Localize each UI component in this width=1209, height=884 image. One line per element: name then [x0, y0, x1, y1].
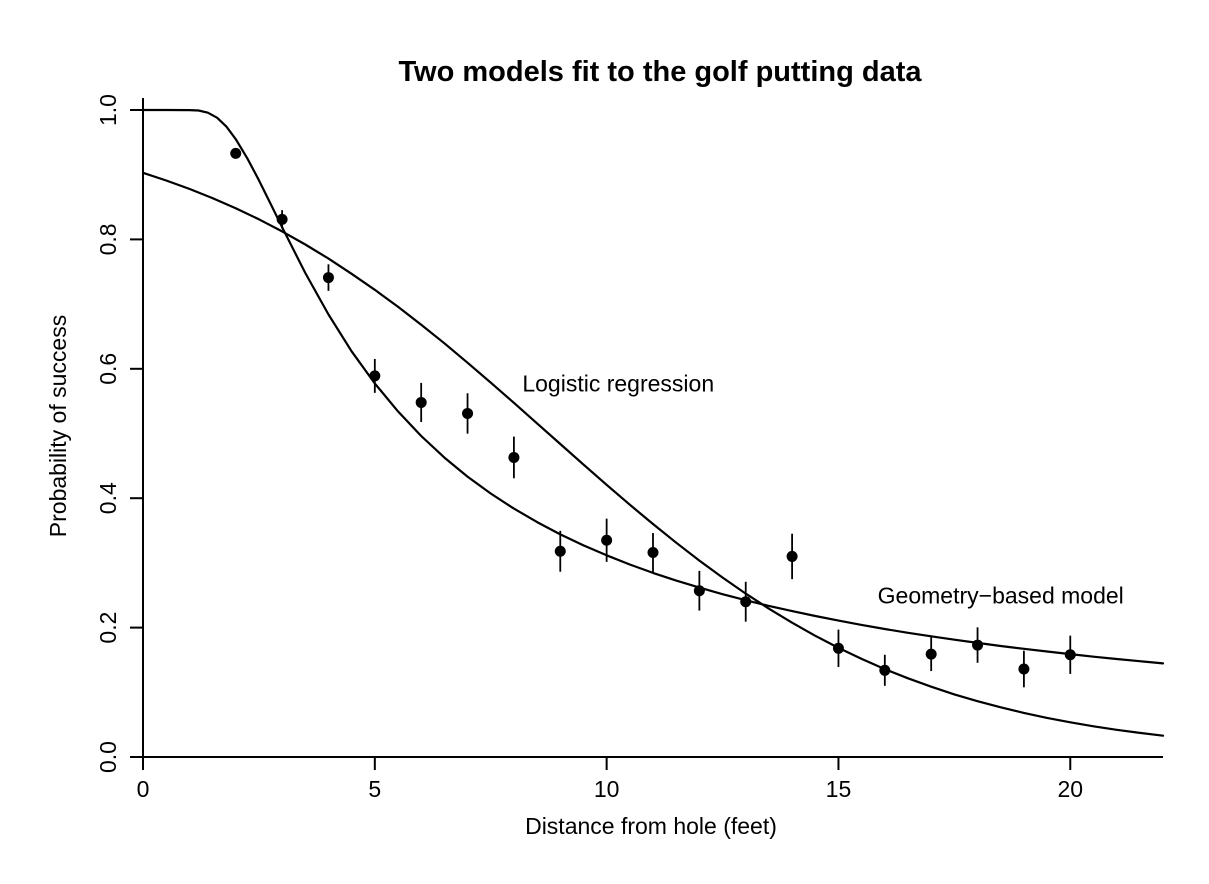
y-axis-title: Probability of success	[45, 315, 71, 537]
data-point	[276, 213, 288, 225]
y-tick-label: 0.4	[95, 482, 121, 514]
chart-title: Two models fit to the golf putting data	[398, 56, 922, 88]
data-point	[554, 545, 566, 557]
x-tick-label: 10	[594, 776, 620, 802]
y-tick-label: 0.0	[95, 741, 121, 773]
logistic-regression-label: Logistic regression	[522, 370, 714, 396]
data-point	[647, 547, 659, 559]
y-tick-label: 0.8	[95, 223, 121, 255]
data-point	[415, 396, 427, 408]
geometry-model-label: Geometry−based model	[878, 583, 1124, 609]
points-layer	[230, 147, 1076, 688]
annotations-layer: Logistic regression Geometry−based model	[522, 370, 1123, 608]
x-axis-title: Distance from hole (feet)	[525, 813, 777, 839]
data-point	[693, 585, 705, 597]
data-point	[1064, 649, 1076, 661]
y-tick-label: 1.0	[95, 94, 121, 126]
axes-layer: 0 5 10 15 20 0.0 0.2 0.4 0.6 0.8 1.0	[95, 94, 1163, 802]
data-point	[230, 147, 242, 159]
y-tick-label: 0.6	[95, 353, 121, 385]
x-tick-label: 5	[368, 776, 381, 802]
data-point	[1018, 663, 1030, 675]
x-tick-label: 15	[826, 776, 852, 802]
data-point	[322, 272, 334, 284]
x-tick-label: 20	[1057, 776, 1083, 802]
data-point	[972, 639, 984, 651]
x-tick-label: 0	[137, 776, 150, 802]
y-tick-label: 0.2	[95, 612, 121, 644]
data-point	[740, 596, 752, 608]
data-point	[786, 550, 798, 562]
data-point	[925, 648, 937, 660]
data-point	[832, 642, 844, 654]
data-point	[879, 664, 891, 676]
data-point	[601, 534, 613, 546]
data-point	[508, 451, 520, 463]
data-point	[369, 370, 381, 382]
logistic-regression-curve	[141, 171, 1165, 737]
data-point	[462, 407, 474, 419]
curves-layer	[141, 108, 1165, 737]
